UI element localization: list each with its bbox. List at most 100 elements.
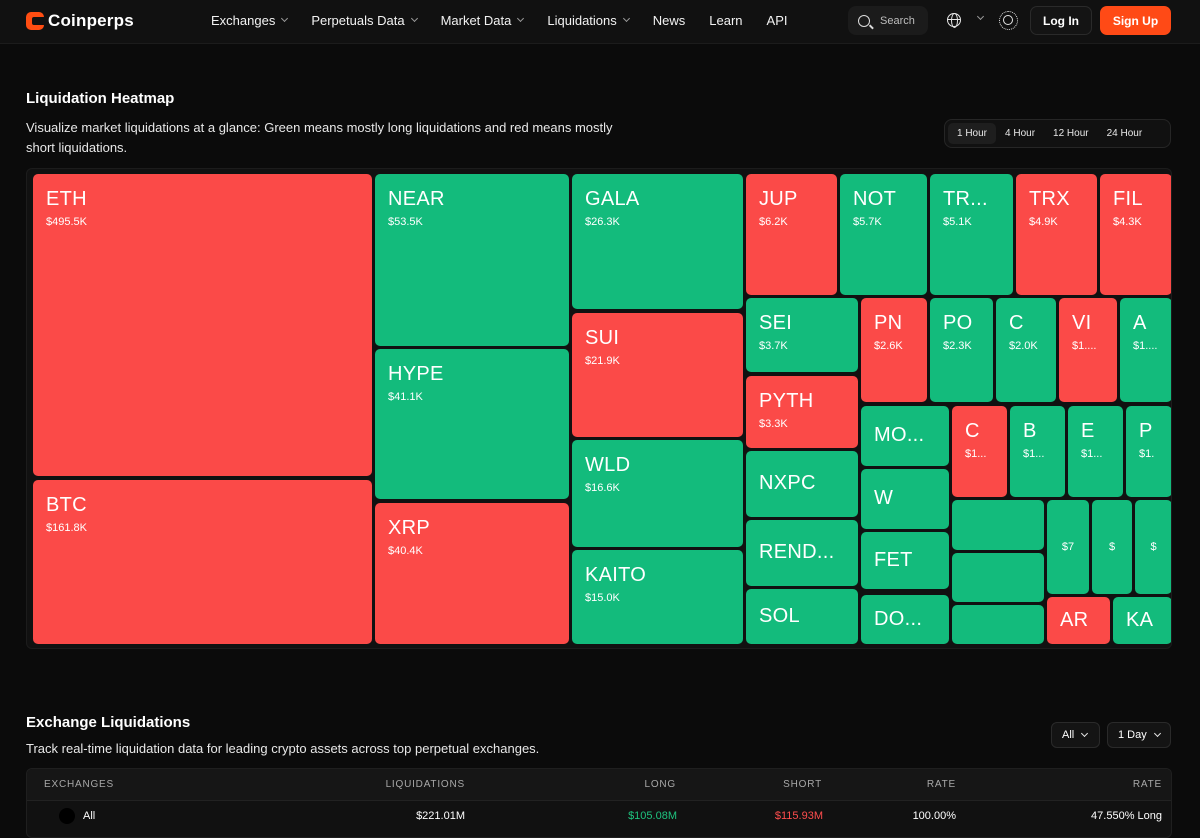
tile-symbol: XRP xyxy=(388,517,431,539)
exchange-filter-select[interactable]: All xyxy=(1051,722,1100,748)
heatmap-tile[interactable]: XRP $40.4K xyxy=(375,503,569,644)
heatmap-tile[interactable]: NOT $5.7K xyxy=(840,174,927,295)
heatmap-tile[interactable]: TR... $5.1K xyxy=(930,174,1013,295)
liquidation-heatmap: ETH $495.5K BTC $161.8K NEAR $53.5K HYPE $41.1K… xyxy=(26,168,1172,649)
theme-toggle-sun-icon[interactable] xyxy=(999,11,1018,30)
heatmap-tile[interactable]: $ xyxy=(1092,500,1132,594)
signup-button[interactable]: Sign Up xyxy=(1100,6,1171,35)
heatmap-tile[interactable]: FIL $4.3K xyxy=(1100,174,1171,295)
tile-symbol: SUI xyxy=(585,327,620,349)
heatmap-tile[interactable]: NEAR $53.5K xyxy=(375,174,569,346)
tile-value: $1.... xyxy=(1133,340,1158,352)
row-rate-long: 47.550% Long xyxy=(1091,810,1162,822)
globe-icon[interactable] xyxy=(947,13,961,28)
nav-market-data-label: Market Data xyxy=(440,12,512,28)
chevron-down-icon xyxy=(517,14,525,23)
heatmap-tile[interactable] xyxy=(952,605,1044,644)
tile-symbol: C xyxy=(965,420,980,442)
heatmap-tile[interactable] xyxy=(952,500,1044,550)
nav-api[interactable]: API xyxy=(767,13,788,28)
heatmap-title: Liquidation Heatmap xyxy=(26,90,175,107)
exchange-liquidations-description: Track real-time liquidation data for lea… xyxy=(26,741,540,756)
tile-symbol: E xyxy=(1081,420,1095,442)
heatmap-tile[interactable]: NXPC xyxy=(746,451,858,517)
tile-value: $4.9K xyxy=(1029,216,1058,228)
tile-symbol: PYTH xyxy=(759,390,814,412)
tile-symbol: KA xyxy=(1126,608,1154,631)
heatmap-tile[interactable]: SUI $21.9K xyxy=(572,313,743,437)
exchange-liquidations-title: Exchange Liquidations xyxy=(26,714,191,731)
heatmap-tile[interactable]: PN $2.6K xyxy=(861,298,927,402)
heatmap-tile[interactable]: $7 xyxy=(1047,500,1089,594)
tab-24-hour[interactable]: 24 Hour xyxy=(1106,128,1143,139)
tile-symbol: SOL xyxy=(759,604,800,627)
tile-value: $40.4K xyxy=(388,545,423,557)
tab-12-hour[interactable]: 12 Hour xyxy=(1053,128,1089,139)
period-select[interactable]: 1 Day xyxy=(1107,722,1171,748)
row-liquidations: $221.01M xyxy=(416,810,465,822)
heatmap-tile[interactable]: C $1... xyxy=(952,406,1007,497)
heatmap-tile[interactable]: A $1.... xyxy=(1120,298,1171,402)
row-rate: 100.00% xyxy=(912,810,956,822)
tab-1-hour[interactable]: 1 Hour xyxy=(948,123,997,144)
tile-value: $1... xyxy=(965,448,987,460)
login-button[interactable]: Log In xyxy=(1030,6,1092,35)
tile-value: $ xyxy=(1150,541,1157,553)
heatmap-tile[interactable]: KAITO $15.0K xyxy=(572,550,743,644)
tile-value: $5.7K xyxy=(853,216,882,228)
tile-symbol: DO... xyxy=(874,607,923,630)
nav-exchanges[interactable]: Exchanges xyxy=(211,13,289,28)
heatmap-tile[interactable]: KA xyxy=(1113,597,1171,644)
search-button[interactable]: Search xyxy=(848,6,928,35)
heatmap-tile[interactable]: B $1... xyxy=(1010,406,1065,497)
tile-symbol: W xyxy=(874,487,894,509)
nav-learn[interactable]: Learn xyxy=(709,13,742,28)
heatmap-tile[interactable]: $ xyxy=(1135,500,1171,594)
tile-value: $41.1K xyxy=(388,391,423,403)
heatmap-tile[interactable]: WLD $16.6K xyxy=(572,440,743,547)
tile-value: $ xyxy=(1108,541,1116,553)
nav-perpetuals-data[interactable]: Perpetuals Data xyxy=(311,13,418,28)
chevron-down-icon xyxy=(1081,729,1089,738)
tile-value: $26.3K xyxy=(585,216,620,228)
heatmap-tile[interactable]: BTC $161.8K xyxy=(33,480,372,644)
brand-logo[interactable]: Coinperps xyxy=(26,10,134,32)
tile-symbol: BTC xyxy=(46,494,87,516)
heatmap-tile[interactable]: GALA $26.3K xyxy=(572,174,743,309)
tile-symbol: FIL xyxy=(1113,188,1143,210)
heatmap-tile[interactable]: REND... xyxy=(746,520,858,586)
chevron-down-icon[interactable] xyxy=(976,12,985,21)
heatmap-tile[interactable]: W xyxy=(861,469,949,529)
tile-value: $495.5K xyxy=(46,216,87,228)
heatmap-tile[interactable]: AR xyxy=(1047,597,1110,644)
heatmap-tile[interactable]: JUP $6.2K xyxy=(746,174,837,295)
heatmap-tile[interactable]: MO... xyxy=(861,406,949,466)
heatmap-tile[interactable]: P $1. xyxy=(1126,406,1171,497)
heatmap-tile[interactable]: PO $2.3K xyxy=(930,298,993,402)
heatmap-tile[interactable]: SOL xyxy=(746,589,858,644)
heatmap-tile[interactable]: DO... xyxy=(861,595,949,644)
heatmap-tile[interactable]: C $2.0K xyxy=(996,298,1056,402)
tile-symbol: FET xyxy=(874,548,913,571)
heatmap-tile[interactable]: E $1... xyxy=(1068,406,1123,497)
tile-symbol: PN xyxy=(874,312,903,334)
heatmap-tile[interactable]: ETH $495.5K xyxy=(33,174,372,476)
col-rate: RATE xyxy=(926,779,956,790)
heatmap-description: Visualize market liquidations at a glanc… xyxy=(26,120,613,155)
nav-news[interactable]: News xyxy=(653,13,686,28)
nav-liquidations[interactable]: Liquidations xyxy=(547,13,630,28)
heatmap-tile[interactable]: SEI $3.7K xyxy=(746,298,858,372)
chevron-down-icon xyxy=(1153,729,1161,738)
heatmap-tile[interactable] xyxy=(952,553,1044,602)
tab-4-hour[interactable]: 4 Hour xyxy=(1005,128,1036,139)
tile-symbol: TR... xyxy=(943,188,988,210)
heatmap-tile[interactable]: PYTH $3.3K xyxy=(746,376,858,448)
nav-market-data[interactable]: Market Data xyxy=(440,12,525,28)
row-short: $115.93M xyxy=(774,810,823,822)
heatmap-tile[interactable]: FET xyxy=(861,532,949,589)
heatmap-tile[interactable]: VI $1.... xyxy=(1059,298,1117,402)
nav-api-label: API xyxy=(766,12,788,28)
heatmap-tile[interactable]: TRX $4.9K xyxy=(1016,174,1097,295)
heatmap-tile[interactable]: HYPE $41.1K xyxy=(375,349,569,499)
exchange-all-icon xyxy=(59,808,75,824)
